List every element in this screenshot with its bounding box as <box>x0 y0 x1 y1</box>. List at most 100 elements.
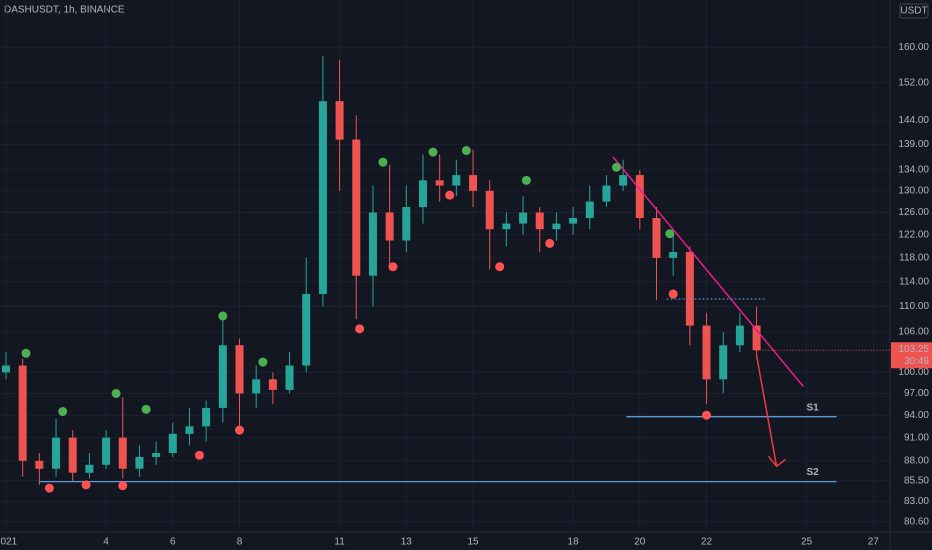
pivot-low <box>118 481 128 491</box>
candle-body <box>168 433 177 454</box>
candle-body <box>68 437 77 473</box>
y-tick-label: 118.00 <box>899 253 929 264</box>
candle-body <box>752 325 761 351</box>
support-label: S2 <box>807 467 820 478</box>
candle-body <box>569 218 578 224</box>
pivot-high <box>111 388 121 398</box>
pivot-low <box>44 483 54 493</box>
candle-body <box>202 407 211 427</box>
trendline <box>612 156 804 387</box>
candle-body <box>552 223 561 230</box>
x-tick-label: 27 <box>868 537 880 548</box>
y-tick-label: 94.00 <box>904 410 929 421</box>
candle-body <box>719 345 728 380</box>
y-tick-label: 144.00 <box>898 115 929 126</box>
candle-body <box>252 379 261 394</box>
candle-body <box>35 460 44 469</box>
pivot-low <box>388 262 398 272</box>
candle-body <box>102 437 111 465</box>
candle-body <box>535 212 544 230</box>
candle-body <box>118 437 127 469</box>
countdown: 30:49 <box>904 356 929 367</box>
arrow-head <box>767 455 787 468</box>
candle-body <box>652 218 661 258</box>
candle-body <box>485 190 494 230</box>
y-tick-label: 122.00 <box>898 229 929 240</box>
pivot-low <box>355 324 365 334</box>
last-price: 103.25 <box>898 344 929 355</box>
pivot-high <box>521 175 531 185</box>
candle-body <box>402 207 411 241</box>
pivot-high <box>461 146 471 156</box>
y-tick-label: 152.00 <box>898 77 929 88</box>
y-tick-label: 88.00 <box>904 455 929 466</box>
x-tick-label: 13 <box>401 537 413 548</box>
pivot-high <box>611 162 621 172</box>
candle-body <box>318 101 327 294</box>
y-tick-label: 160.00 <box>898 42 929 53</box>
arrow <box>755 355 778 467</box>
pivot-high <box>378 157 388 167</box>
pivot-high <box>21 348 31 358</box>
candle-body <box>418 180 427 208</box>
pivot-low <box>668 289 678 299</box>
chart-title: DASHUSDT, 1h, BINANCE <box>4 5 125 16</box>
pivot-high <box>258 357 268 367</box>
candle-body <box>735 325 744 346</box>
candle-body <box>235 345 244 394</box>
pivot-low <box>495 262 505 272</box>
candle-body <box>52 437 61 469</box>
y-tick-label: 83.00 <box>904 496 929 507</box>
candle-body <box>185 426 194 434</box>
x-tick-label: 18 <box>568 537 580 548</box>
candle-body <box>685 252 694 326</box>
pivot-low <box>194 450 204 460</box>
candle-body <box>519 212 528 224</box>
y-tick-label: 100.00 <box>898 367 929 378</box>
x-tick-label: 4 <box>103 537 109 548</box>
y-tick-label: 91.00 <box>904 432 929 443</box>
y-tick-label: 106.00 <box>898 327 929 338</box>
y-tick-label: 134.00 <box>898 165 929 176</box>
pivot-high <box>428 147 438 157</box>
pivot-high <box>665 229 675 239</box>
pivot-low <box>702 410 712 420</box>
x-tick-label: 2021 <box>0 537 18 548</box>
candle-body <box>352 139 361 276</box>
x-tick-label: 15 <box>467 537 479 548</box>
x-tick-label: 20 <box>634 537 646 548</box>
x-tick-label: 11 <box>334 537 345 548</box>
x-tick-label: 25 <box>801 537 813 548</box>
candle-body <box>2 365 11 373</box>
x-tick-label: 8 <box>237 537 243 548</box>
candle-body <box>669 252 678 258</box>
candle-body <box>619 175 628 186</box>
pivot-low <box>445 190 455 200</box>
candle-body <box>502 223 511 230</box>
last-price-box <box>891 342 932 369</box>
pivot-low <box>235 425 245 435</box>
y-tick-label: 126.00 <box>898 207 929 218</box>
candle-body <box>18 365 27 461</box>
y-tick-label: 114.00 <box>899 276 929 287</box>
pivot-high <box>141 404 151 414</box>
y-tick-label: 97.00 <box>904 388 929 399</box>
candle-body <box>302 293 311 366</box>
currency: USDT <box>900 6 927 17</box>
y-tick-label: 85.50 <box>904 475 929 486</box>
candle-body <box>85 464 94 473</box>
pivot-low <box>545 238 555 248</box>
y-tick-label: 80.60 <box>904 516 929 527</box>
candle-body <box>602 185 611 202</box>
candle-body <box>335 101 344 140</box>
candle-body <box>285 365 294 390</box>
candle-body <box>268 379 277 390</box>
candle-body <box>368 212 377 276</box>
y-tick-label: 130.00 <box>898 186 929 197</box>
pivot-low <box>81 480 91 490</box>
candle-body <box>702 325 711 380</box>
currency-box[interactable] <box>899 3 929 19</box>
candle-body <box>435 180 444 186</box>
x-tick-label: 22 <box>701 537 713 548</box>
